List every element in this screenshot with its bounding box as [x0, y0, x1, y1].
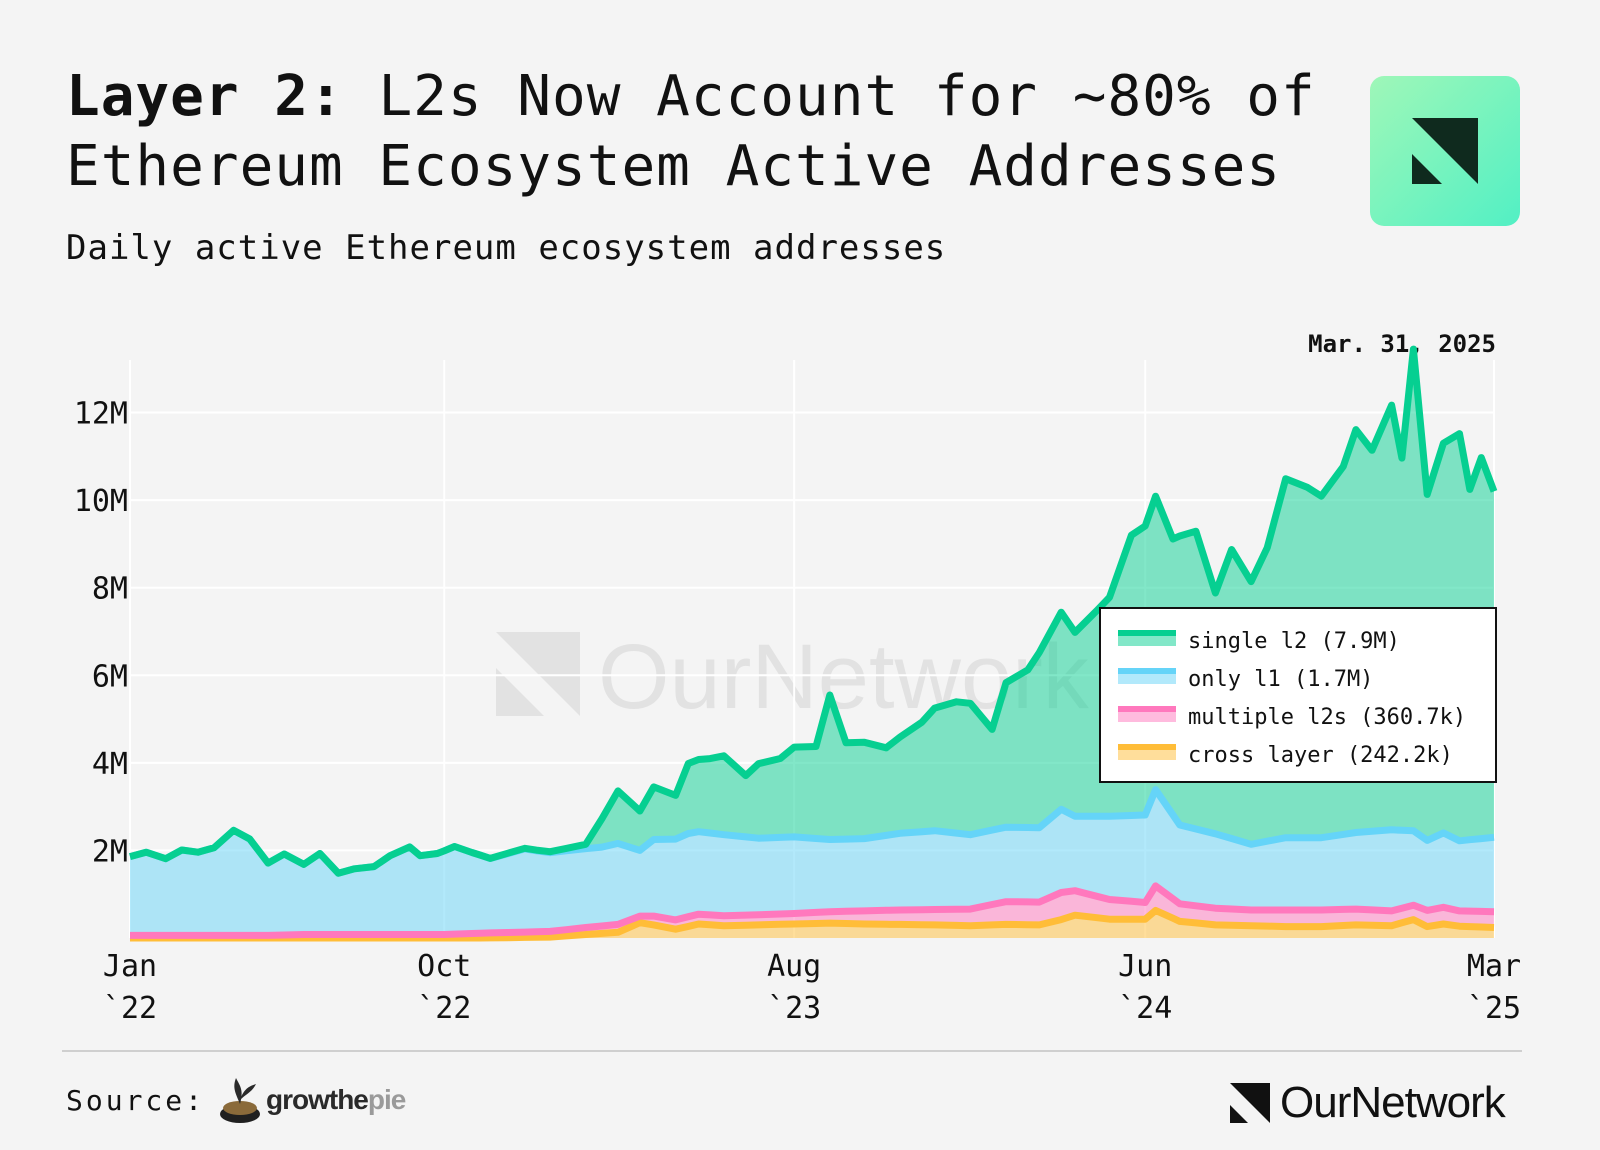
- area-multiple-l2s: [130, 885, 1494, 938]
- x-tick-year-label: `22: [417, 991, 471, 1026]
- title-prefix: Layer 2:: [66, 64, 344, 129]
- x-tick-year-label: `22: [103, 991, 157, 1026]
- legend: single l2 (7.9M) only l1 (1.7M) multiple l…: [1099, 607, 1497, 783]
- y-tick-label: 12M: [74, 397, 128, 432]
- line-multiple-l2s: [130, 882, 1495, 939]
- x-tick-label: Oct: [417, 949, 471, 984]
- legend-label: cross layer (242.2k): [1188, 743, 1453, 768]
- legend-swatch-line: [1118, 630, 1176, 636]
- x-tick-label: Aug: [767, 949, 821, 984]
- legend-swatch-line: [1118, 668, 1176, 674]
- ournetwork-logo-tile: [1370, 76, 1520, 226]
- ournetwork-brand-text: OurNetwork: [1280, 1078, 1506, 1127]
- legend-label: only l1 (1.7M): [1188, 667, 1373, 692]
- legend-label: multiple l2s (360.7k): [1188, 705, 1466, 730]
- x-tick-label: Jun: [1118, 949, 1172, 984]
- y-axis: 2M 4M 6M 8M 10M 12M: [74, 397, 128, 870]
- date-label: Mar. 31, 2025: [1308, 330, 1496, 358]
- growthepie-logo: growthepie: [218, 1074, 406, 1126]
- x-tick-label: Mar: [1467, 949, 1521, 984]
- growthepie-text: growthe: [266, 1084, 369, 1115]
- growthepie-icon: [220, 1078, 260, 1123]
- ournetwork-brand-icon: [1230, 1083, 1270, 1123]
- series-lines: [129, 345, 1498, 942]
- x-tick-year-label: `25: [1467, 991, 1521, 1026]
- line-single-l2: [129, 345, 1498, 877]
- legend-swatch-line: [1118, 706, 1176, 712]
- x-tick-label: Jan: [103, 949, 157, 984]
- y-tick-label: 6M: [92, 659, 128, 694]
- y-tick-label: 8M: [92, 572, 128, 607]
- legend-swatch-line: [1118, 744, 1176, 750]
- chart-subtitle: Daily active Ethereum ecosystem addresse…: [66, 228, 947, 268]
- y-tick-label: 2M: [92, 834, 128, 869]
- footer-divider: [62, 1050, 1522, 1052]
- x-tick-year-label: `23: [767, 991, 821, 1026]
- y-tick-label: 4M: [92, 747, 128, 782]
- x-tick-year-label: `24: [1118, 991, 1172, 1026]
- ournetwork-brand: OurNetwork: [1230, 1078, 1506, 1128]
- y-tick-label: 10M: [74, 484, 128, 519]
- legend-label: single l2 (7.9M): [1188, 629, 1400, 654]
- page-title: Layer 2: L2s Now Account for ~80% of Eth…: [66, 62, 1336, 202]
- title-text: L2s Now Account for ~80% of Ethereum Eco…: [66, 64, 1316, 199]
- x-axis: Jan `22 Oct `22 Aug `23 Jun `24 Mar `25: [103, 949, 1521, 1026]
- source-label: Source:: [66, 1084, 206, 1117]
- ournetwork-logo-icon: [1412, 118, 1478, 184]
- area-only-l1: [130, 789, 1494, 936]
- growthepie-text-light: pie: [367, 1084, 406, 1115]
